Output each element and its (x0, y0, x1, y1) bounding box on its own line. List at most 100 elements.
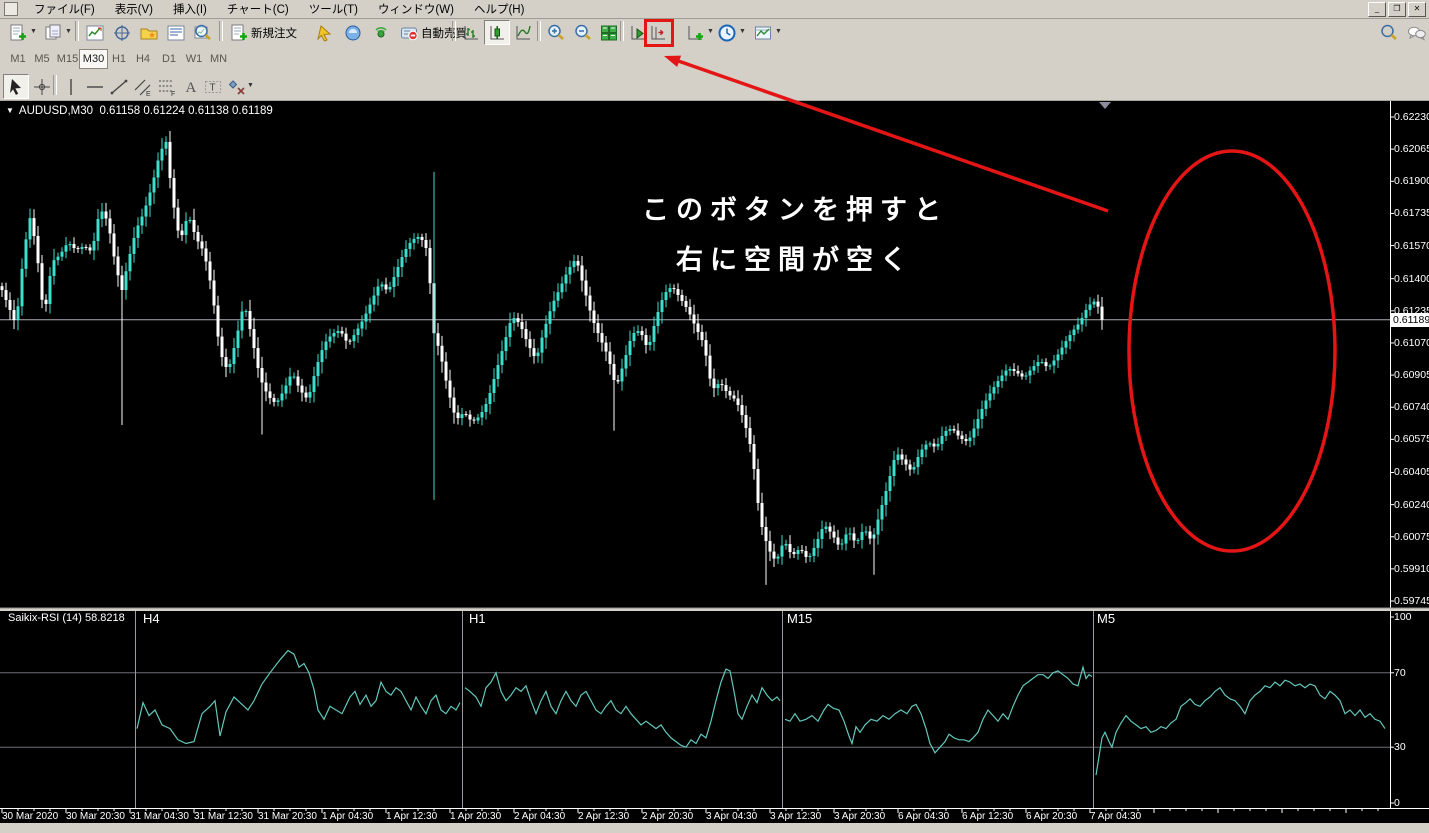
rsi-line-m5 (1095, 679, 1386, 776)
time-tick-label: 7 Apr 04:30 (1090, 811, 1142, 822)
search-button[interactable] (1376, 20, 1402, 45)
profiles-dropdown-icon[interactable]: ▼ (65, 28, 72, 35)
new-order-icon (231, 24, 247, 40)
community-button[interactable] (312, 20, 338, 45)
new-chart-icon (10, 24, 26, 40)
text-tool-button[interactable]: A (178, 74, 204, 99)
fibonacci-tool-button[interactable]: F (154, 74, 180, 99)
rsi-section-label-h1: H1 (469, 611, 486, 626)
drawbar-separator (53, 75, 57, 95)
text-label-tool-button[interactable]: T (200, 74, 226, 99)
timeframe-m5-button[interactable]: M5 (34, 53, 50, 65)
symbol-dropdown-icon[interactable]: ▼ (6, 106, 14, 115)
indicators-dropdown-icon[interactable]: ▼ (707, 28, 714, 35)
timeframe-m1-button[interactable]: M1 (10, 53, 26, 65)
close-button[interactable]: ✕ (1408, 1, 1426, 17)
chart-canvas[interactable]: ▼ AUDUSD,M30 0.61158 0.61224 0.61138 0.61… (0, 100, 1429, 823)
chart-ohlc: 0.61158 0.61224 0.61138 0.61189 (99, 105, 273, 117)
channel-tool-icon: E (134, 79, 151, 97)
chart-bars-button[interactable] (458, 20, 484, 45)
periods-icon (718, 24, 736, 41)
price-tick-label: 0.61400 (1394, 272, 1429, 285)
cursor-tool-button[interactable] (3, 74, 29, 99)
tile-windows-button[interactable] (596, 20, 622, 45)
rsi-line-h4 (136, 649, 461, 745)
current-price-tag: 0.61189 (1391, 312, 1429, 327)
window-controls: _ ❐ ✕ (1368, 1, 1429, 17)
timeframe-m30-button[interactable]: M30 (79, 49, 108, 69)
timeframe-h1-button[interactable]: H1 (111, 53, 127, 65)
chart-candles-button[interactable] (484, 20, 510, 45)
indicators-button[interactable] (682, 20, 708, 45)
timeframe-w1-button[interactable]: W1 (185, 53, 203, 65)
templates-button[interactable] (750, 20, 776, 45)
autotrading-icon (401, 27, 418, 40)
market-button[interactable] (340, 20, 366, 45)
time-tick-label: 31 Mar 20:30 (258, 811, 317, 822)
minimize-button[interactable]: _ (1368, 1, 1386, 17)
auto-scroll-button[interactable] (625, 20, 651, 45)
channel-tool-button[interactable]: E (130, 74, 156, 99)
arrows-tool-dropdown-icon[interactable]: ▼ (247, 82, 254, 89)
menu-item-0[interactable]: ファイル(F) (34, 4, 95, 16)
price-tick-label: 0.60905 (1394, 369, 1429, 382)
chart-line-button[interactable] (510, 20, 536, 45)
community-icon (317, 24, 332, 42)
timeframe-h4-button[interactable]: H4 (135, 53, 151, 65)
menu-item-5[interactable]: ウィンドウ(W) (377, 4, 454, 16)
arrows-tool-button[interactable] (224, 74, 250, 99)
time-tick-label: 1 Apr 04:30 (322, 811, 374, 822)
market-icon (345, 25, 361, 40)
menu-item-2[interactable]: 挿入(I) (173, 4, 207, 16)
market-watch-button[interactable] (82, 20, 108, 45)
data-window-button[interactable] (109, 20, 135, 45)
terminal-button[interactable] (163, 20, 189, 45)
menu-item-1[interactable]: 表示(V) (114, 4, 154, 16)
crosshair-tool-button[interactable] (29, 74, 55, 99)
svg-text:T: T (210, 82, 216, 93)
time-tick-label: 3 Apr 20:30 (834, 811, 886, 822)
signals-icon (375, 26, 387, 37)
zoom-out-button[interactable] (570, 20, 596, 45)
time-tick-label: 2 Apr 12:30 (578, 811, 630, 822)
new-chart-dropdown-icon[interactable]: ▼ (30, 28, 37, 35)
timeframe-d1-button[interactable]: D1 (161, 53, 177, 65)
zoom-in-button[interactable] (543, 20, 569, 45)
price-tick-label: 0.61070 (1394, 336, 1429, 349)
horizontal-line-tool-button[interactable] (82, 74, 108, 99)
search-icon (1381, 24, 1397, 40)
timeframe-m15-button[interactable]: M15 (56, 53, 79, 65)
new-order-label[interactable]: 新規注文 (251, 28, 297, 40)
toolbar-separator (537, 21, 541, 41)
candlestick-chart[interactable] (0, 100, 1429, 823)
restore-button[interactable]: ❐ (1388, 1, 1406, 17)
timeframe-mn-button[interactable]: MN (209, 53, 228, 65)
periods-dropdown-icon[interactable]: ▼ (739, 28, 746, 35)
templates-dropdown-icon[interactable]: ▼ (775, 28, 782, 35)
menu-item-6[interactable]: ヘルプ(H) (473, 4, 525, 16)
zoom-out-icon (575, 24, 591, 40)
time-tick-label: 1 Apr 20:30 (450, 811, 502, 822)
chart-shift-button[interactable] (645, 20, 671, 45)
navigator-button[interactable] (136, 20, 162, 45)
toolbar-separator (452, 21, 456, 41)
time-tick-label: 6 Apr 12:30 (962, 811, 1014, 822)
menu-item-4[interactable]: ツール(T) (308, 4, 358, 16)
chart-candles-icon (490, 25, 504, 39)
autotrading-button[interactable] (396, 20, 422, 45)
annotation-text-line2: 右に空間が空く (676, 245, 914, 275)
profiles-button[interactable] (40, 20, 66, 45)
rsi-scale-label: 30 (1394, 741, 1406, 754)
periods-button[interactable] (714, 20, 740, 45)
new-chart-button[interactable] (5, 20, 31, 45)
time-tick-label: 6 Apr 20:30 (1026, 811, 1078, 822)
trendline-tool-button[interactable] (106, 74, 132, 99)
menu-item-3[interactable]: チャート(C) (226, 4, 289, 16)
strategy-tester-button[interactable] (190, 20, 216, 45)
panel-splitter (0, 608, 1429, 611)
signals-button[interactable] (368, 20, 394, 45)
chat-button[interactable] (1404, 20, 1429, 45)
new-order-button[interactable] (226, 20, 252, 45)
horizontal-line-tool-icon (87, 85, 103, 88)
vertical-line-tool-button[interactable] (58, 74, 84, 99)
